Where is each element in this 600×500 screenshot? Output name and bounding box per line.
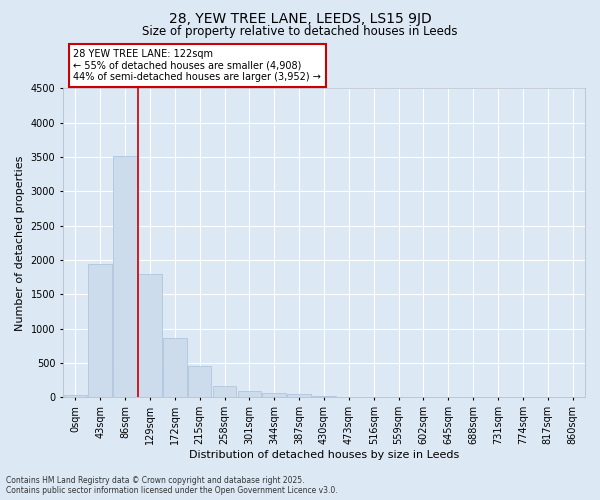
Bar xyxy=(287,394,311,398)
Text: 28, YEW TREE LANE, LEEDS, LS15 9JD: 28, YEW TREE LANE, LEEDS, LS15 9JD xyxy=(169,12,431,26)
Bar xyxy=(113,156,137,398)
Bar xyxy=(213,386,236,398)
Bar xyxy=(188,366,211,398)
Bar xyxy=(312,396,336,398)
Text: Contains HM Land Registry data © Crown copyright and database right 2025.
Contai: Contains HM Land Registry data © Crown c… xyxy=(6,476,338,495)
Text: 28 YEW TREE LANE: 122sqm
← 55% of detached houses are smaller (4,908)
44% of sem: 28 YEW TREE LANE: 122sqm ← 55% of detach… xyxy=(73,49,321,82)
Y-axis label: Number of detached properties: Number of detached properties xyxy=(15,155,25,330)
Bar xyxy=(262,392,286,398)
X-axis label: Distribution of detached houses by size in Leeds: Distribution of detached houses by size … xyxy=(189,450,459,460)
Bar xyxy=(138,274,162,398)
Bar xyxy=(88,264,112,398)
Bar xyxy=(238,390,261,398)
Text: Size of property relative to detached houses in Leeds: Size of property relative to detached ho… xyxy=(142,25,458,38)
Bar xyxy=(64,396,87,398)
Bar xyxy=(163,338,187,398)
